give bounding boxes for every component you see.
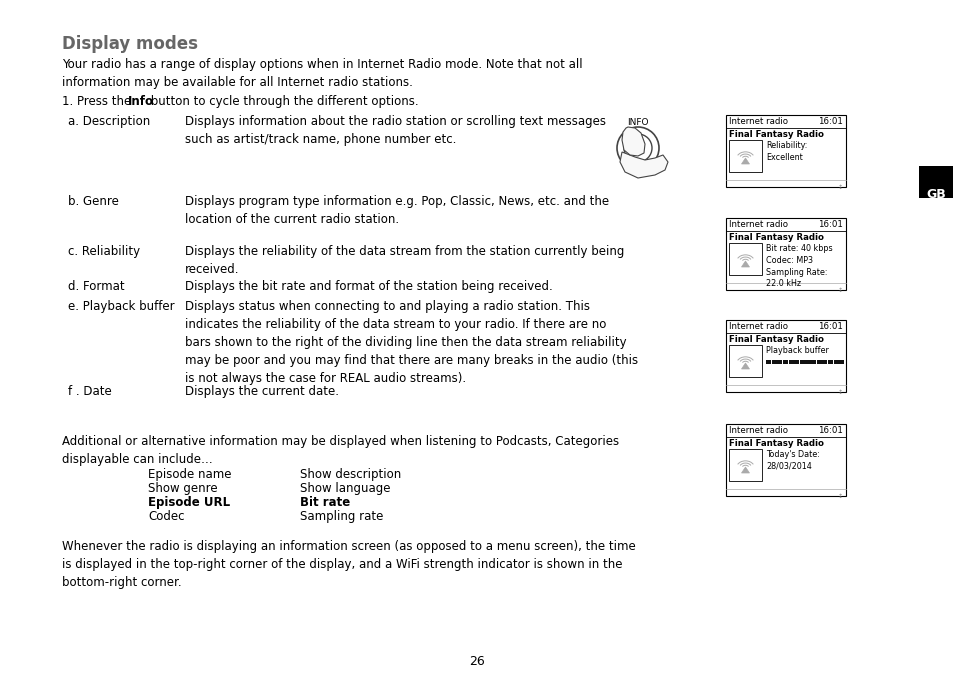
Text: 16:01: 16:01 (818, 220, 842, 229)
Text: GB: GB (925, 188, 944, 201)
Text: Bit rate: Bit rate (299, 496, 350, 509)
Text: Episode name: Episode name (148, 468, 232, 481)
FancyBboxPatch shape (725, 218, 845, 290)
FancyBboxPatch shape (725, 115, 845, 187)
Text: d. Format: d. Format (68, 280, 125, 293)
Text: ↕: ↕ (837, 390, 842, 395)
Polygon shape (740, 363, 749, 369)
FancyBboxPatch shape (816, 360, 821, 363)
Text: Info: Info (128, 95, 153, 108)
Text: button to cycle through the different options.: button to cycle through the different op… (147, 95, 418, 108)
Text: Playback buffer: Playback buffer (765, 346, 828, 355)
FancyBboxPatch shape (771, 360, 776, 363)
FancyBboxPatch shape (765, 360, 770, 363)
FancyBboxPatch shape (728, 449, 761, 481)
FancyBboxPatch shape (804, 360, 810, 363)
Text: Additional or alternative information may be displayed when listening to Podcast: Additional or alternative information ma… (62, 435, 618, 466)
Text: e. Playback buffer: e. Playback buffer (68, 300, 174, 313)
Text: Displays the bit rate and format of the station being received.: Displays the bit rate and format of the … (185, 280, 552, 293)
FancyBboxPatch shape (793, 360, 799, 363)
Text: 16:01: 16:01 (818, 322, 842, 331)
Polygon shape (621, 127, 644, 156)
FancyBboxPatch shape (827, 360, 832, 363)
Text: Today's Date:
28/03/2014: Today's Date: 28/03/2014 (765, 450, 819, 471)
FancyBboxPatch shape (725, 320, 845, 392)
Text: 1: 1 (646, 160, 657, 174)
FancyBboxPatch shape (821, 360, 826, 363)
Text: ↕: ↕ (837, 288, 842, 293)
Text: Bit rate: 40 kbps
Codec: MP3
Sampling Rate:
22.0 kHz: Bit rate: 40 kbps Codec: MP3 Sampling Ra… (765, 244, 832, 289)
FancyBboxPatch shape (782, 360, 787, 363)
Text: Your radio has a range of display options when in Internet Radio mode. Note that: Your radio has a range of display option… (62, 58, 582, 89)
FancyBboxPatch shape (839, 360, 843, 363)
FancyBboxPatch shape (810, 360, 816, 363)
Text: c. Reliability: c. Reliability (68, 245, 140, 258)
FancyBboxPatch shape (728, 345, 761, 377)
Text: f . Date: f . Date (68, 385, 112, 398)
FancyBboxPatch shape (918, 166, 953, 198)
Text: Internet radio: Internet radio (728, 117, 787, 126)
Text: b. Genre: b. Genre (68, 195, 119, 208)
FancyBboxPatch shape (728, 243, 761, 275)
Text: Displays program type information e.g. Pop, Classic, News, etc. and the
location: Displays program type information e.g. P… (185, 195, 608, 226)
Text: Internet radio: Internet radio (728, 426, 787, 435)
Text: INFO: INFO (626, 118, 648, 127)
Text: ↕: ↕ (837, 494, 842, 499)
Text: 1. Press the: 1. Press the (62, 95, 135, 108)
Text: Displays the reliability of the data stream from the station currently being
rec: Displays the reliability of the data str… (185, 245, 623, 276)
Text: 26: 26 (469, 655, 484, 668)
Text: Sampling rate: Sampling rate (299, 510, 383, 523)
FancyBboxPatch shape (725, 424, 845, 496)
Text: Show description: Show description (299, 468, 401, 481)
Text: Internet radio: Internet radio (728, 322, 787, 331)
Text: Internet radio: Internet radio (728, 220, 787, 229)
Text: Displays status when connecting to and playing a radio station. This
indicates t: Displays status when connecting to and p… (185, 300, 638, 385)
Text: Display modes: Display modes (62, 35, 198, 53)
Text: Show genre: Show genre (148, 482, 217, 495)
FancyBboxPatch shape (728, 140, 761, 172)
FancyBboxPatch shape (788, 360, 793, 363)
Text: Show language: Show language (299, 482, 390, 495)
Polygon shape (740, 261, 749, 267)
Text: Reliability:
Excellent: Reliability: Excellent (765, 141, 806, 162)
Text: 16:01: 16:01 (818, 426, 842, 435)
Polygon shape (740, 467, 749, 473)
FancyBboxPatch shape (777, 360, 781, 363)
Polygon shape (740, 158, 749, 164)
FancyBboxPatch shape (833, 360, 838, 363)
Text: a. Description: a. Description (68, 115, 150, 128)
Text: Whenever the radio is displaying an information screen (as opposed to a menu scr: Whenever the radio is displaying an info… (62, 540, 635, 589)
Text: Final Fantasy Radio: Final Fantasy Radio (728, 233, 823, 242)
Text: Episode URL: Episode URL (148, 496, 230, 509)
Polygon shape (619, 152, 667, 178)
Text: Codec: Codec (148, 510, 184, 523)
Text: Final Fantasy Radio: Final Fantasy Radio (728, 130, 823, 139)
Text: Displays the current date.: Displays the current date. (185, 385, 338, 398)
FancyBboxPatch shape (799, 360, 804, 363)
Text: 16:01: 16:01 (818, 117, 842, 126)
Text: Displays information about the radio station or scrolling text messages
such as : Displays information about the radio sta… (185, 115, 605, 146)
Text: Final Fantasy Radio: Final Fantasy Radio (728, 439, 823, 448)
Text: ↕: ↕ (837, 185, 842, 190)
Text: Final Fantasy Radio: Final Fantasy Radio (728, 335, 823, 344)
Circle shape (635, 145, 640, 151)
